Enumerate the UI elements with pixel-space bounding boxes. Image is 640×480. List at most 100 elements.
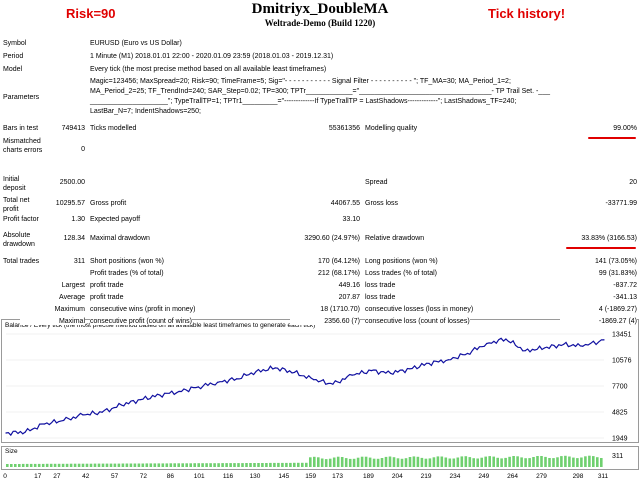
mcp-value: 2356.60 (7) — [290, 318, 360, 325]
balance-point — [409, 368, 411, 370]
size-bar — [117, 463, 121, 467]
size-bar — [129, 463, 133, 467]
largest-label: Largest — [61, 282, 85, 289]
chart-title: Balance / Every tick (the most precise m… — [5, 322, 316, 329]
parameters-line: MA_Period_2=25; TF_TrendInd=240; SAR_Ste… — [90, 88, 550, 95]
size-bar — [356, 457, 360, 467]
balance-point — [428, 362, 430, 364]
x-tick-label: 249 — [478, 473, 489, 480]
bars-value: 749413 — [61, 125, 85, 132]
size-bar — [18, 464, 21, 467]
size-bar — [340, 457, 344, 467]
x-tick-label: 27 — [53, 473, 61, 480]
parameters-label: Parameters — [3, 94, 40, 101]
x-tick-label: 279 — [536, 473, 547, 480]
balance-point — [197, 386, 199, 388]
size-bar — [285, 462, 288, 467]
reldd-value: 33.83% (3166.53) — [581, 235, 637, 242]
size-bar — [133, 463, 137, 467]
size-bar — [496, 457, 499, 467]
long-value: 141 (73.05%) — [594, 258, 637, 265]
balance-point — [159, 394, 161, 396]
size-bar — [328, 458, 332, 467]
size-bar — [580, 457, 583, 467]
balance-point — [486, 342, 488, 345]
size-bar — [277, 462, 280, 467]
size-bar — [420, 457, 424, 467]
size-bar — [324, 459, 328, 467]
size-bar — [428, 458, 432, 467]
lpt-value: 449.16 — [338, 282, 360, 289]
size-bar — [372, 458, 376, 467]
size-bar — [400, 458, 404, 467]
mcl-label: consecutive losses (loss in money) — [365, 306, 474, 313]
size-bar — [237, 463, 240, 467]
size-bar — [173, 463, 176, 467]
llt-label: loss trade — [365, 282, 396, 289]
balance-point — [120, 404, 122, 406]
size-bar — [600, 458, 603, 467]
balance-point — [178, 390, 180, 393]
mcloss-value: -1869.27 (4) — [560, 318, 637, 325]
size-bar — [201, 463, 204, 467]
ticks-label: Ticks modelled — [90, 125, 137, 132]
model-value: Every tick (the most precise method base… — [90, 66, 327, 73]
size-bar — [77, 463, 81, 467]
size-bar — [432, 457, 436, 467]
mcp-label: consecutive profit (count of wins) — [90, 318, 192, 325]
size-bar — [348, 458, 352, 467]
size-bar — [257, 463, 260, 467]
grossloss-value: -33771.99 — [605, 200, 637, 207]
size-bar — [424, 458, 428, 467]
payoff-label: Expected payoff — [90, 216, 141, 223]
size-bar — [101, 463, 105, 467]
ltrades-label: Loss trades (% of total) — [365, 270, 437, 277]
size-bar — [552, 458, 555, 467]
balance-chart: 13451 10576 7700 4825 1949 — [5, 332, 632, 442]
ltrades-value: 99 (31.83%) — [598, 270, 637, 277]
ptrades-value: 212 (68.17%) — [317, 270, 360, 277]
risk-note: Risk=90 — [66, 6, 116, 21]
size-bar — [49, 463, 53, 467]
y-tick-label: 4825 — [612, 409, 628, 416]
size-bar — [6, 464, 9, 467]
x-tick-label: 264 — [507, 473, 518, 480]
balance-point — [582, 345, 584, 347]
size-bar — [520, 457, 523, 467]
balance-point — [543, 347, 545, 349]
maxdd-label: Maximal drawdown — [90, 235, 150, 242]
balance-point — [274, 367, 276, 369]
size-bar — [588, 455, 591, 467]
spread-value: 20 — [629, 179, 637, 186]
y-tick-label: 10576 — [612, 357, 632, 364]
size-chart-panel: Size 311 — [1, 446, 639, 470]
size-bar — [404, 458, 408, 467]
size-bar — [568, 456, 571, 467]
x-tick-label: 101 — [194, 473, 205, 480]
bars-label: Bars in test — [3, 125, 39, 132]
y-tick-label: 7700 — [612, 384, 628, 391]
size-bar — [109, 463, 113, 467]
size-bar — [149, 463, 153, 467]
x-tick-label: 130 — [250, 473, 261, 480]
size-bar — [456, 457, 460, 467]
balance-chart-panel: Balance / Every tick (the most precise m… — [1, 319, 639, 443]
size-bar — [105, 463, 109, 467]
size-bar — [416, 456, 420, 467]
size-bar — [213, 463, 216, 467]
model-label: Model — [3, 66, 23, 73]
balance-point — [5, 432, 7, 434]
size-bar — [265, 463, 268, 467]
balance-point — [139, 398, 142, 401]
size-bar — [352, 458, 356, 467]
size-bar — [261, 463, 264, 467]
size-bar — [344, 458, 348, 467]
x-tick-label: 159 — [305, 473, 316, 480]
size-bar — [368, 457, 372, 467]
size-bar — [14, 464, 17, 467]
size-bar — [504, 457, 507, 467]
apt-value: 207.87 — [338, 294, 360, 301]
x-tick-label: 298 — [573, 473, 584, 480]
size-bar — [584, 456, 587, 467]
size-bar — [81, 463, 85, 467]
